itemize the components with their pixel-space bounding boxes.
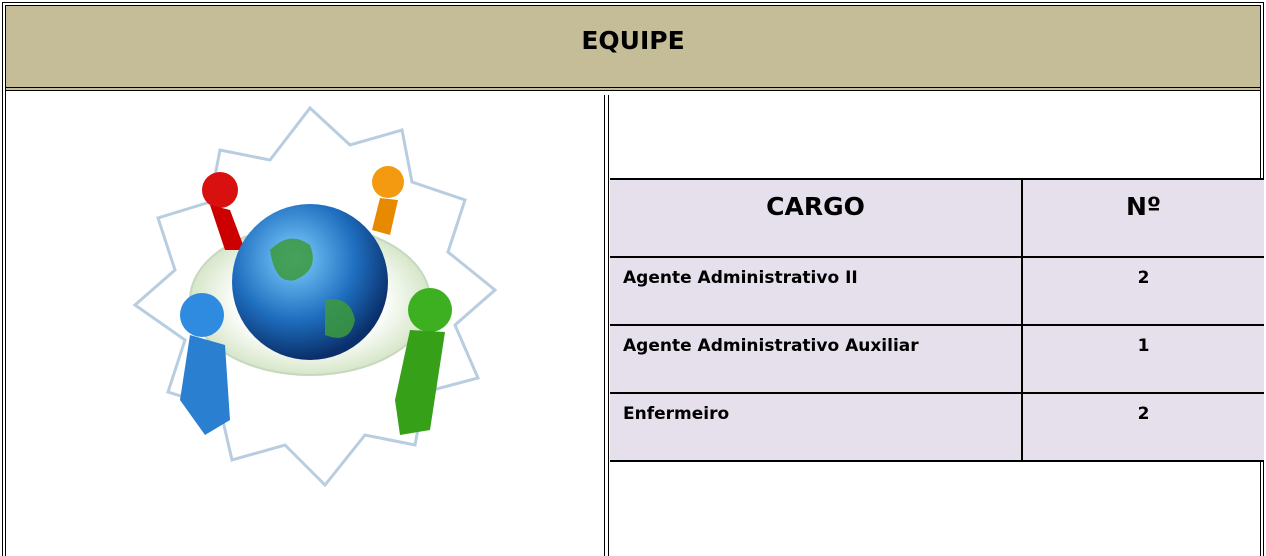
table-body: Agente Administrativo II 2 Agente Administ… <box>610 256 1264 462</box>
role-cell: Agente Administrativo Auxiliar <box>610 324 1023 394</box>
count-cell: 1 <box>1021 324 1264 394</box>
team-logo <box>132 105 498 488</box>
count-cell: 2 <box>1021 392 1264 462</box>
cargo-table: CARGO Nº Agente Administrativo II 2 Agente… <box>610 178 1264 462</box>
title: EQUIPE <box>581 26 685 55</box>
table-row: Agente Administrativo II 2 <box>610 256 1264 326</box>
table-row: Enfermeiro 2 <box>610 392 1264 462</box>
count-cell: 2 <box>1021 256 1264 326</box>
role-cell: Enfermeiro <box>610 392 1023 462</box>
header: EQUIPE <box>6 6 1260 91</box>
divider <box>604 95 609 556</box>
table-row: Agente Administrativo Auxiliar 1 <box>610 324 1264 394</box>
role-cell: Agente Administrativo II <box>610 256 1023 326</box>
column-header: CARGO <box>610 178 1023 258</box>
column-header: Nº <box>1021 178 1264 258</box>
header-row: CARGO Nº <box>610 178 1264 258</box>
